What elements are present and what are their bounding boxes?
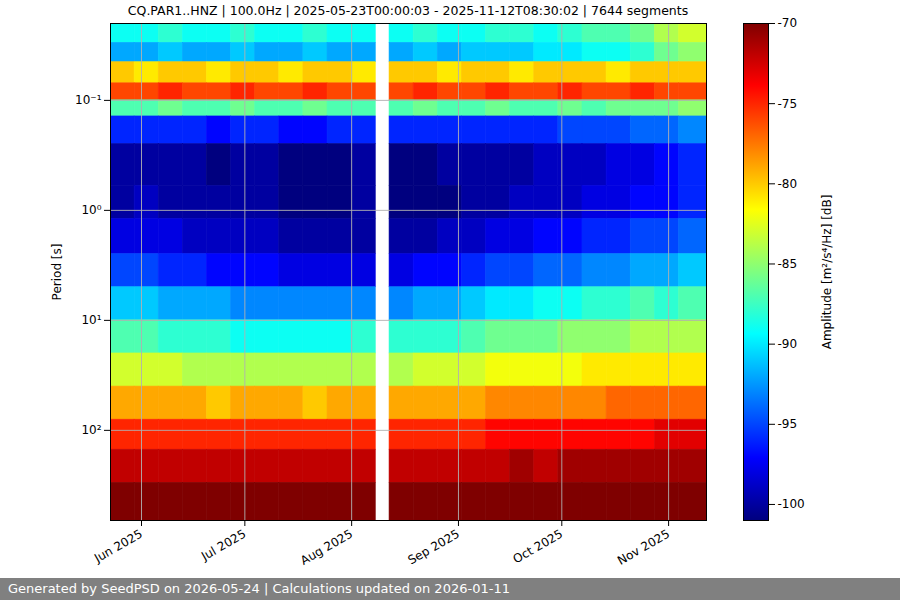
svg-text:10¹: 10¹	[81, 313, 101, 327]
html-text:CQ.PAR1..HNZ | 100.0Hz | 2025-: CQ.PAR1..HNZ | 100.0Hz | 2025-05-23T00:0…	[127, 3, 689, 18]
svg-text:-85: -85	[778, 257, 798, 271]
svg-text:10²: 10²	[81, 423, 101, 437]
svg-text:-90: -90	[778, 337, 798, 351]
svg-text:10⁰: 10⁰	[81, 203, 101, 217]
svg-text:-75: -75	[778, 97, 798, 111]
html-text:Generated by SeedPSD on 2026-0: Generated by SeedPSD on 2026-05-24 | Cal…	[8, 581, 510, 596]
svg-text:Nov 2025: Nov 2025	[615, 527, 672, 568]
svg-text:-70: -70	[778, 16, 798, 30]
svg-text:Period [s]: Period [s]	[50, 244, 64, 301]
svg-text:-80: -80	[778, 177, 798, 191]
svg-text:-95: -95	[778, 417, 798, 431]
svg-text:Jun 2025: Jun 2025	[91, 527, 145, 566]
svg-text:-100: -100	[778, 497, 805, 511]
svg-text:10⁻¹: 10⁻¹	[75, 93, 102, 107]
svg-text:Oct 2025: Oct 2025	[511, 527, 566, 567]
svg-text:Sep 2025: Sep 2025	[406, 527, 462, 568]
svg-text:Jul 2025: Jul 2025	[198, 527, 248, 564]
svg-text:Aug 2025: Aug 2025	[298, 527, 355, 568]
svg-text:Amplitude [m²/s⁴/Hz] [dB]: Amplitude [m²/s⁴/Hz] [dB]	[820, 195, 834, 350]
